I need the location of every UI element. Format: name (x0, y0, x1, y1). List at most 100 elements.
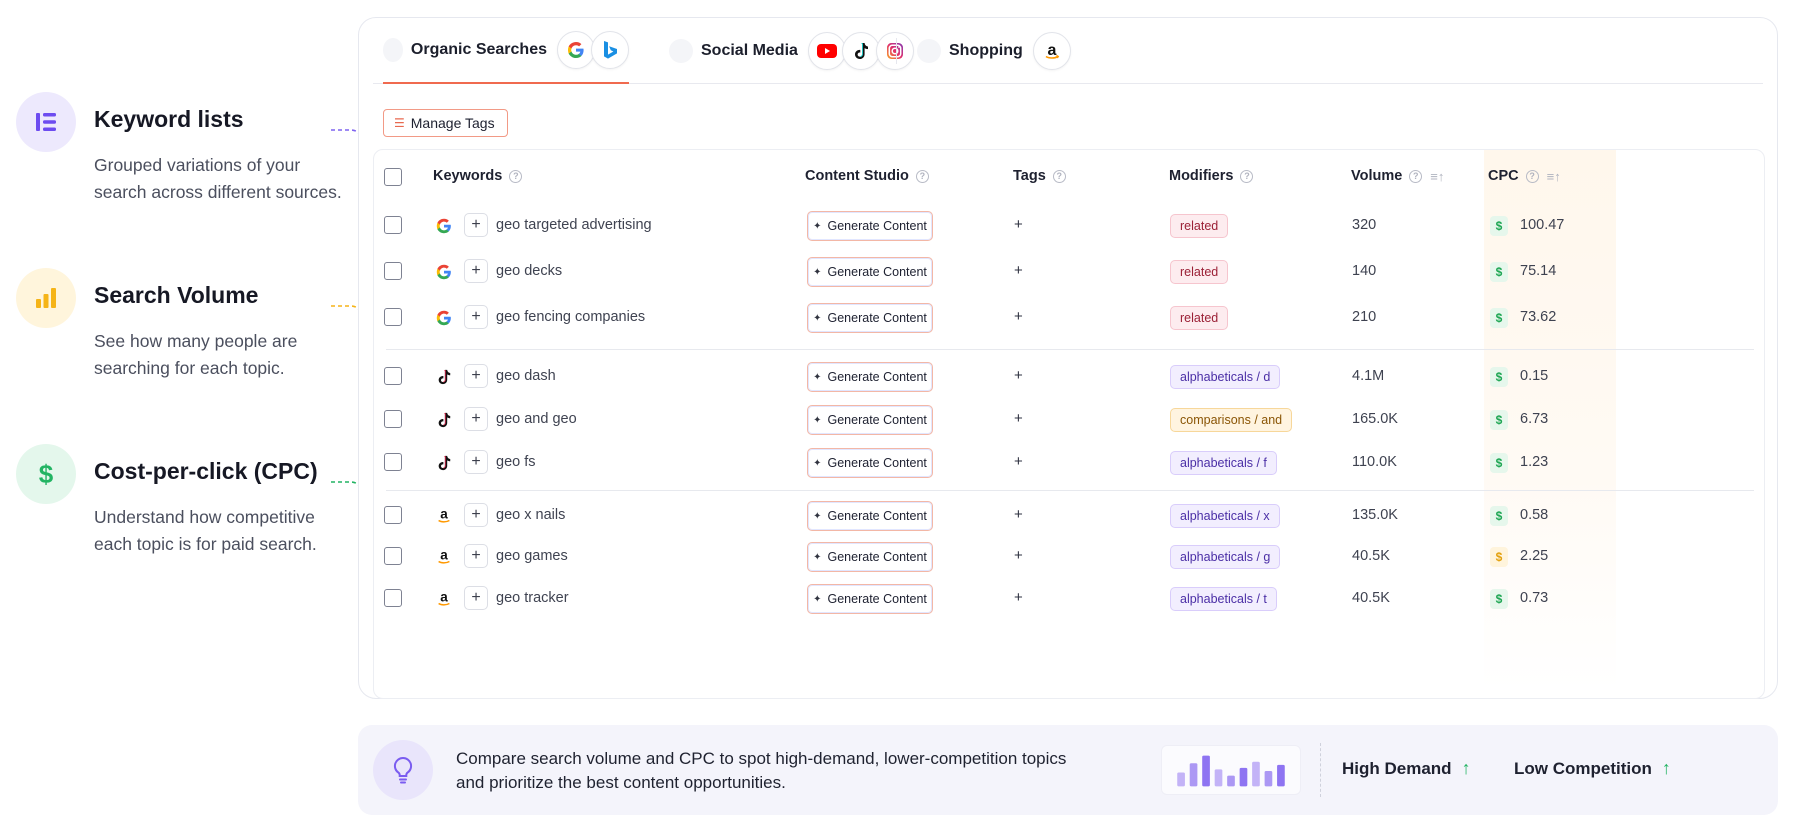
help-icon[interactable]: ? (915, 169, 929, 183)
row-checkbox[interactable] (384, 547, 402, 565)
volume-value: 135.0K (1352, 507, 1398, 523)
tab-shopping[interactable]: Shopping a (917, 18, 1071, 84)
add-tag-button[interactable]: + (1014, 453, 1023, 470)
help-icon[interactable]: ? (1240, 169, 1254, 183)
mini-chart-bar (1239, 767, 1248, 787)
tab-divider (896, 38, 897, 64)
modifier-badge: comparisons / and (1170, 408, 1293, 432)
add-keyword-button[interactable]: + (464, 544, 488, 568)
generate-content-label: Generate Content (827, 219, 927, 233)
modifier-badge: alphabeticals / t (1170, 587, 1277, 611)
table-row: + geo fencing companies ✦ Generate Content +… (374, 296, 1766, 340)
insight-text: Compare search volume and CPC to spot hi… (456, 749, 1067, 792)
column-header-keywords[interactable]: Keywords? (433, 168, 523, 184)
column-header-cpc[interactable]: CPC? ≡↑ (1488, 168, 1561, 184)
add-tag-button[interactable]: + (1014, 410, 1023, 427)
add-keyword-button[interactable]: + (464, 213, 488, 237)
select-all-checkbox[interactable] (384, 168, 402, 186)
row-checkbox[interactable] (384, 216, 402, 234)
tab-label: Organic Searches (410, 41, 547, 58)
generate-content-button[interactable]: ✦ Generate Content (807, 257, 933, 287)
generate-content-button[interactable]: ✦ Generate Content (807, 542, 933, 572)
cpc-value: 75.14 (1520, 263, 1557, 279)
add-tag-button[interactable]: + (1014, 216, 1023, 233)
sort-icon[interactable]: ≡↑ (1546, 168, 1561, 184)
bing-icon (591, 31, 629, 69)
add-keyword-button[interactable]: + (464, 503, 488, 527)
mini-chart-bar (1277, 764, 1285, 787)
help-icon[interactable]: ? (1525, 169, 1539, 183)
help-icon[interactable]: ? (509, 169, 523, 183)
generate-content-button[interactable]: ✦ Generate Content (807, 448, 933, 478)
table-row: + geo targeted advertising ✦ Generate Conte… (374, 204, 1766, 248)
modifier-badge: alphabeticals / d (1170, 365, 1281, 389)
add-keyword-button[interactable]: + (464, 305, 488, 329)
mini-chart-bar (1214, 769, 1223, 787)
lightbulb-icon (373, 740, 433, 800)
add-tag-button[interactable]: + (1014, 589, 1023, 606)
row-checkbox[interactable] (384, 589, 402, 607)
column-header-modifiers[interactable]: Modifiers? (1169, 168, 1254, 184)
add-keyword-button[interactable]: + (464, 364, 488, 388)
manage-tags-button[interactable]: ☰ Manage Tags (383, 109, 508, 137)
cpc-value: 1.23 (1520, 454, 1549, 470)
google-icon (557, 31, 595, 69)
add-keyword-button[interactable]: + (464, 450, 488, 474)
add-keyword-button[interactable]: + (464, 407, 488, 431)
svg-text:a: a (1047, 42, 1056, 59)
tab-social-media[interactable]: Social Media (669, 18, 914, 84)
row-checkbox[interactable] (384, 410, 402, 428)
table-row: a + geo games ✦ Generate Content + alphabetica… (374, 535, 1766, 579)
sparkle-icon: ✦ (813, 371, 822, 383)
cpc-value: 73.62 (1520, 309, 1557, 325)
add-keyword-button[interactable]: + (464, 259, 488, 283)
arrow-up-icon: ↑ (1461, 758, 1471, 778)
add-tag-button[interactable]: + (1014, 308, 1023, 325)
keyword-table: Keywords? Content Studio? Tags? Modifier… (373, 149, 1765, 699)
dollar-icon: $ (1490, 453, 1508, 473)
generate-content-button[interactable]: ✦ Generate Content (807, 362, 933, 392)
row-checkbox[interactable] (384, 308, 402, 326)
manage-tags-label: Manage Tags (410, 115, 495, 131)
row-checkbox[interactable] (384, 506, 402, 524)
tab-ghost-icon (669, 39, 693, 63)
arrow-up-icon: ↑ (1661, 758, 1671, 778)
row-checkbox[interactable] (384, 453, 402, 471)
column-header-tags[interactable]: Tags? (1013, 168, 1066, 184)
mini-bar-chart (1161, 745, 1301, 795)
sort-icon[interactable]: ≡↑ (1430, 168, 1445, 184)
help-icon[interactable]: ? (1409, 169, 1423, 183)
modifier-badge: alphabeticals / f (1170, 451, 1277, 475)
tiktok-icon (434, 410, 454, 430)
modifier-badge: related (1170, 306, 1229, 330)
row-checkbox[interactable] (384, 262, 402, 280)
dollar-icon: $ (1490, 216, 1508, 236)
mini-chart-bar (1177, 772, 1185, 787)
mini-chart-bar (1189, 763, 1198, 787)
volume-value: 40.5K (1352, 590, 1390, 606)
row-checkbox[interactable] (384, 367, 402, 385)
generate-content-button[interactable]: ✦ Generate Content (807, 405, 933, 435)
column-header-volume[interactable]: Volume? ≡↑ (1351, 168, 1445, 184)
cpc-value: 0.15 (1520, 368, 1549, 384)
tab-organic-searches[interactable]: Organic Searches (383, 18, 629, 84)
generate-content-button[interactable]: ✦ Generate Content (807, 501, 933, 531)
add-keyword-button[interactable]: + (464, 586, 488, 610)
mini-chart-bar (1252, 761, 1260, 787)
add-tag-button[interactable]: + (1014, 262, 1023, 279)
column-header-content-studio[interactable]: Content Studio? (805, 168, 929, 184)
add-tag-button[interactable]: + (1014, 506, 1023, 523)
dollar-icon: $ (16, 444, 76, 504)
dollar-icon: $ (1490, 506, 1508, 526)
modifier-badge: related (1170, 214, 1229, 238)
generate-content-button[interactable]: ✦ Generate Content (807, 584, 933, 614)
help-icon[interactable]: ? (1052, 169, 1066, 183)
add-tag-button[interactable]: + (1014, 547, 1023, 564)
dollar-icon: $ (1490, 308, 1508, 328)
feature-title: Keyword lists (94, 106, 244, 132)
generate-content-button[interactable]: ✦ Generate Content (807, 211, 933, 241)
generate-content-button[interactable]: ✦ Generate Content (807, 303, 933, 333)
add-tag-button[interactable]: + (1014, 367, 1023, 384)
bar-chart-icon (16, 268, 76, 328)
keyword-text: geo tracker (496, 590, 569, 606)
